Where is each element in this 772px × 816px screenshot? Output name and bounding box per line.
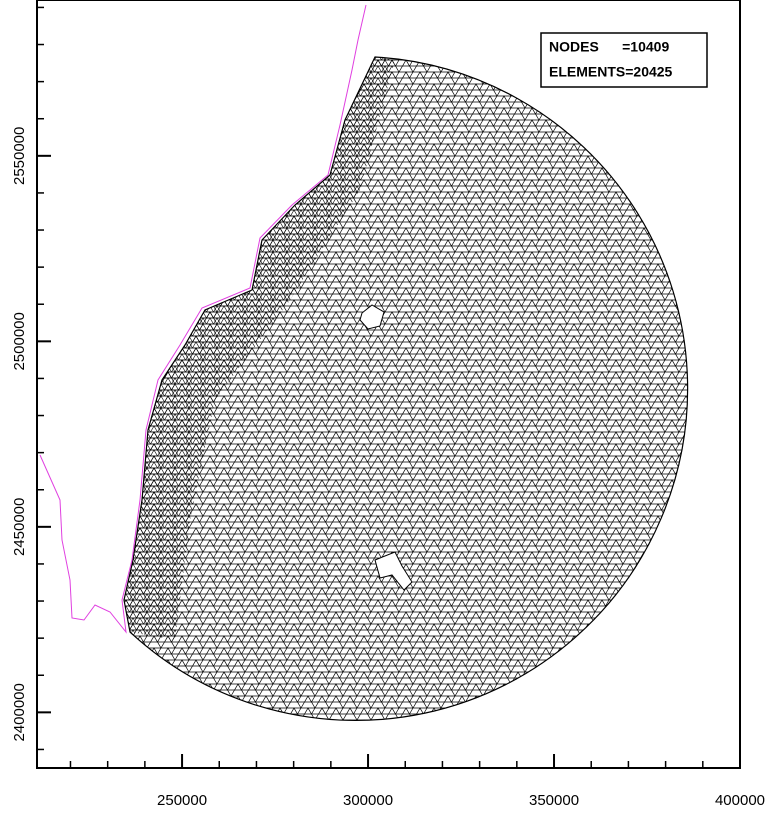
x-tick-label: 400000	[715, 792, 765, 809]
x-tick-label: 250000	[157, 792, 207, 809]
x-tick-label: 300000	[343, 792, 393, 809]
mesh	[0, 0, 772, 816]
annotation: ELEMENTS=20425	[549, 64, 673, 80]
y-tick-label: 2500000	[11, 312, 28, 370]
y-tick-label: 2400000	[11, 683, 28, 741]
y-tick-label: 2550000	[11, 127, 28, 185]
chart: NODES =10409 ELEMENTS=20425 250000 300000…	[0, 0, 772, 816]
annotation: NODES =10409	[549, 39, 669, 55]
y-tick-label: 2450000	[11, 498, 28, 556]
x-tick-label: 350000	[529, 792, 579, 809]
